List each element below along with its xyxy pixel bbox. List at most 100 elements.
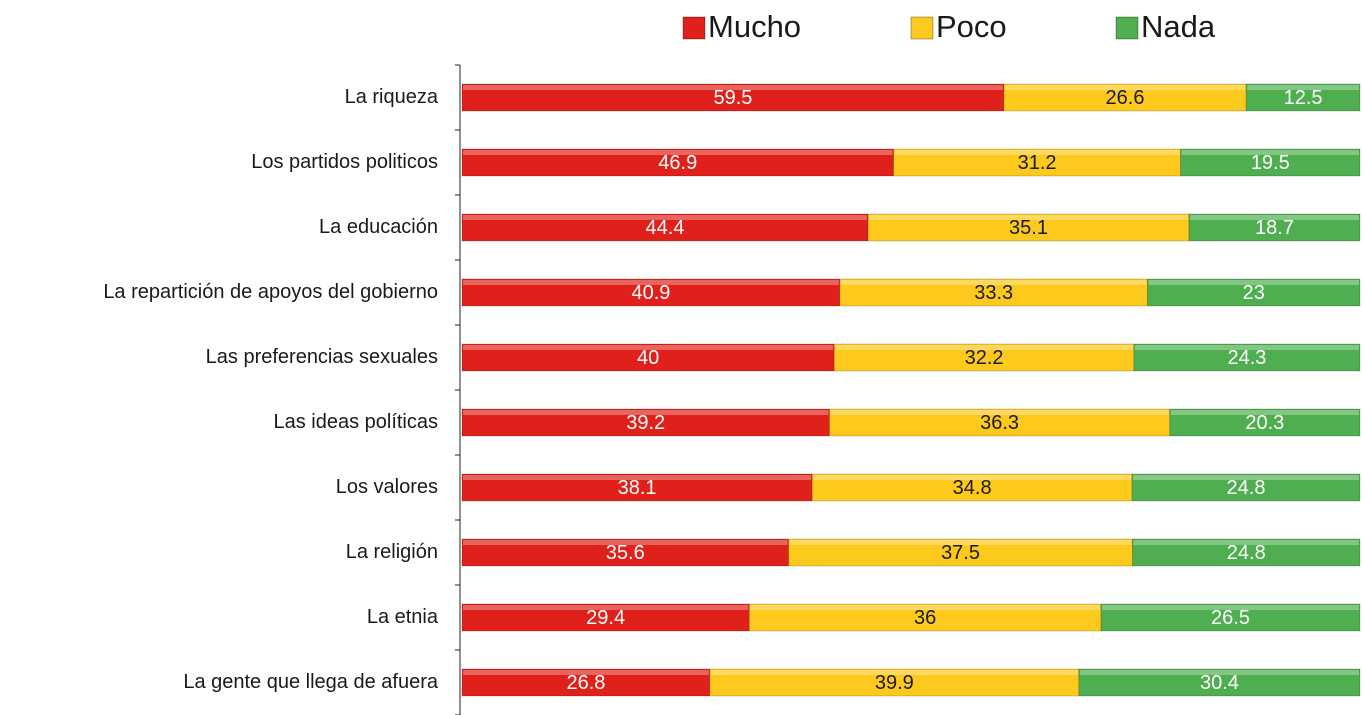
bar-segment [867, 213, 1190, 242]
bar-highlight [894, 150, 1180, 155]
data-label: 23 [1243, 282, 1265, 304]
category-label: La religión [346, 541, 438, 563]
data-label: 39.9 [875, 672, 914, 694]
bar-segment [788, 538, 1133, 567]
bar-segment [1133, 343, 1361, 372]
bar-highlight [1148, 280, 1359, 285]
bar-highlight [463, 540, 788, 545]
bar-segment [461, 83, 1005, 112]
category-label: Los valores [336, 476, 438, 498]
category-label: La etnia [367, 606, 439, 628]
category-label: La repartición de apoyos del gobierno [103, 281, 438, 303]
data-label: 26.8 [566, 672, 605, 694]
bar-highlight [463, 605, 749, 610]
bar-highlight [1004, 85, 1246, 90]
bar-segment [461, 148, 894, 177]
bar-segment [1245, 83, 1361, 112]
category-label: Las preferencias sexuales [206, 346, 438, 368]
data-label: 40.9 [631, 282, 670, 304]
data-label: 26.6 [1106, 87, 1145, 109]
bar-segment [1003, 83, 1247, 112]
category-label: La riqueza [345, 86, 439, 108]
bar-segment [461, 473, 813, 502]
data-label: 33.3 [974, 282, 1013, 304]
data-label: 37.5 [941, 542, 980, 564]
bar-segment [839, 278, 1148, 307]
bar-highlight [830, 410, 1169, 415]
data-label: 31.2 [1018, 152, 1057, 174]
bar-highlight [750, 605, 1101, 610]
data-label: 19.5 [1251, 152, 1290, 174]
bar-highlight [1102, 605, 1359, 610]
bar-segment [1180, 148, 1361, 177]
bar-segment [748, 603, 1102, 632]
legend-swatch [1115, 16, 1139, 40]
bar-highlight [1181, 150, 1359, 155]
data-label: 12.5 [1284, 87, 1323, 109]
bar-highlight [463, 85, 1003, 90]
bar-segment [1147, 278, 1361, 307]
legend-label: Poco [936, 9, 1007, 44]
bar-highlight [869, 215, 1188, 220]
bar-segment [461, 213, 869, 242]
bar-highlight [463, 280, 839, 285]
bar-highlight [1079, 670, 1359, 675]
bar-segment [461, 603, 750, 632]
bar-highlight [463, 475, 812, 480]
data-label: 46.9 [658, 152, 697, 174]
bar-segment [461, 538, 789, 567]
bar-segment [1188, 213, 1361, 242]
category-label: La gente que llega de afuera [183, 671, 439, 693]
data-label: 32.2 [965, 347, 1004, 369]
bar-segment [1169, 408, 1361, 437]
category-label: La educación [319, 216, 438, 238]
bar-segment [461, 278, 841, 307]
category-label: Las ideas políticas [273, 411, 438, 433]
data-label: 35.6 [606, 542, 645, 564]
data-label: 26.5 [1211, 607, 1250, 629]
bar-segment [893, 148, 1181, 177]
bar-highlight [1247, 85, 1359, 90]
data-label: 38.1 [618, 477, 657, 499]
data-label: 35.1 [1009, 217, 1048, 239]
bar-segment [1132, 538, 1361, 567]
data-label: 29.4 [586, 607, 625, 629]
bar-highlight [813, 475, 1132, 480]
bar-highlight [1170, 410, 1359, 415]
data-label: 34.8 [953, 477, 992, 499]
bar-segment [833, 343, 1135, 372]
bar-highlight [463, 410, 829, 415]
bar-segment [1100, 603, 1361, 632]
data-label: 24.3 [1227, 347, 1266, 369]
bar-segment [709, 668, 1080, 697]
bar-segment [461, 343, 835, 372]
data-label: 36 [914, 607, 936, 629]
data-label: 36.3 [980, 412, 1019, 434]
legend-swatch [682, 16, 706, 40]
data-label: 40 [637, 347, 659, 369]
bar-segment [1131, 473, 1361, 502]
bar-highlight [463, 215, 868, 220]
legend-swatch [910, 16, 934, 40]
bar-segment [1078, 668, 1361, 697]
category-label: Los partidos politicos [251, 151, 438, 173]
legend-label: Mucho [708, 9, 801, 44]
data-label: 24.8 [1227, 542, 1266, 564]
bar-segment [461, 408, 830, 437]
data-label: 59.5 [713, 87, 752, 109]
bar-highlight [840, 280, 1147, 285]
bar-highlight [789, 540, 1132, 545]
bar-highlight [835, 345, 1133, 350]
bar-segment [829, 408, 1171, 437]
bar-highlight [710, 670, 1078, 675]
data-label: 20.3 [1245, 412, 1284, 434]
bar-highlight [1189, 215, 1359, 220]
data-label: 24.8 [1227, 477, 1266, 499]
bar-highlight [463, 670, 709, 675]
bar-highlight [463, 345, 834, 350]
legend-label: Nada [1141, 9, 1216, 44]
bar-segment [461, 668, 711, 697]
data-label: 44.4 [646, 217, 685, 239]
data-label: 30.4 [1200, 672, 1239, 694]
